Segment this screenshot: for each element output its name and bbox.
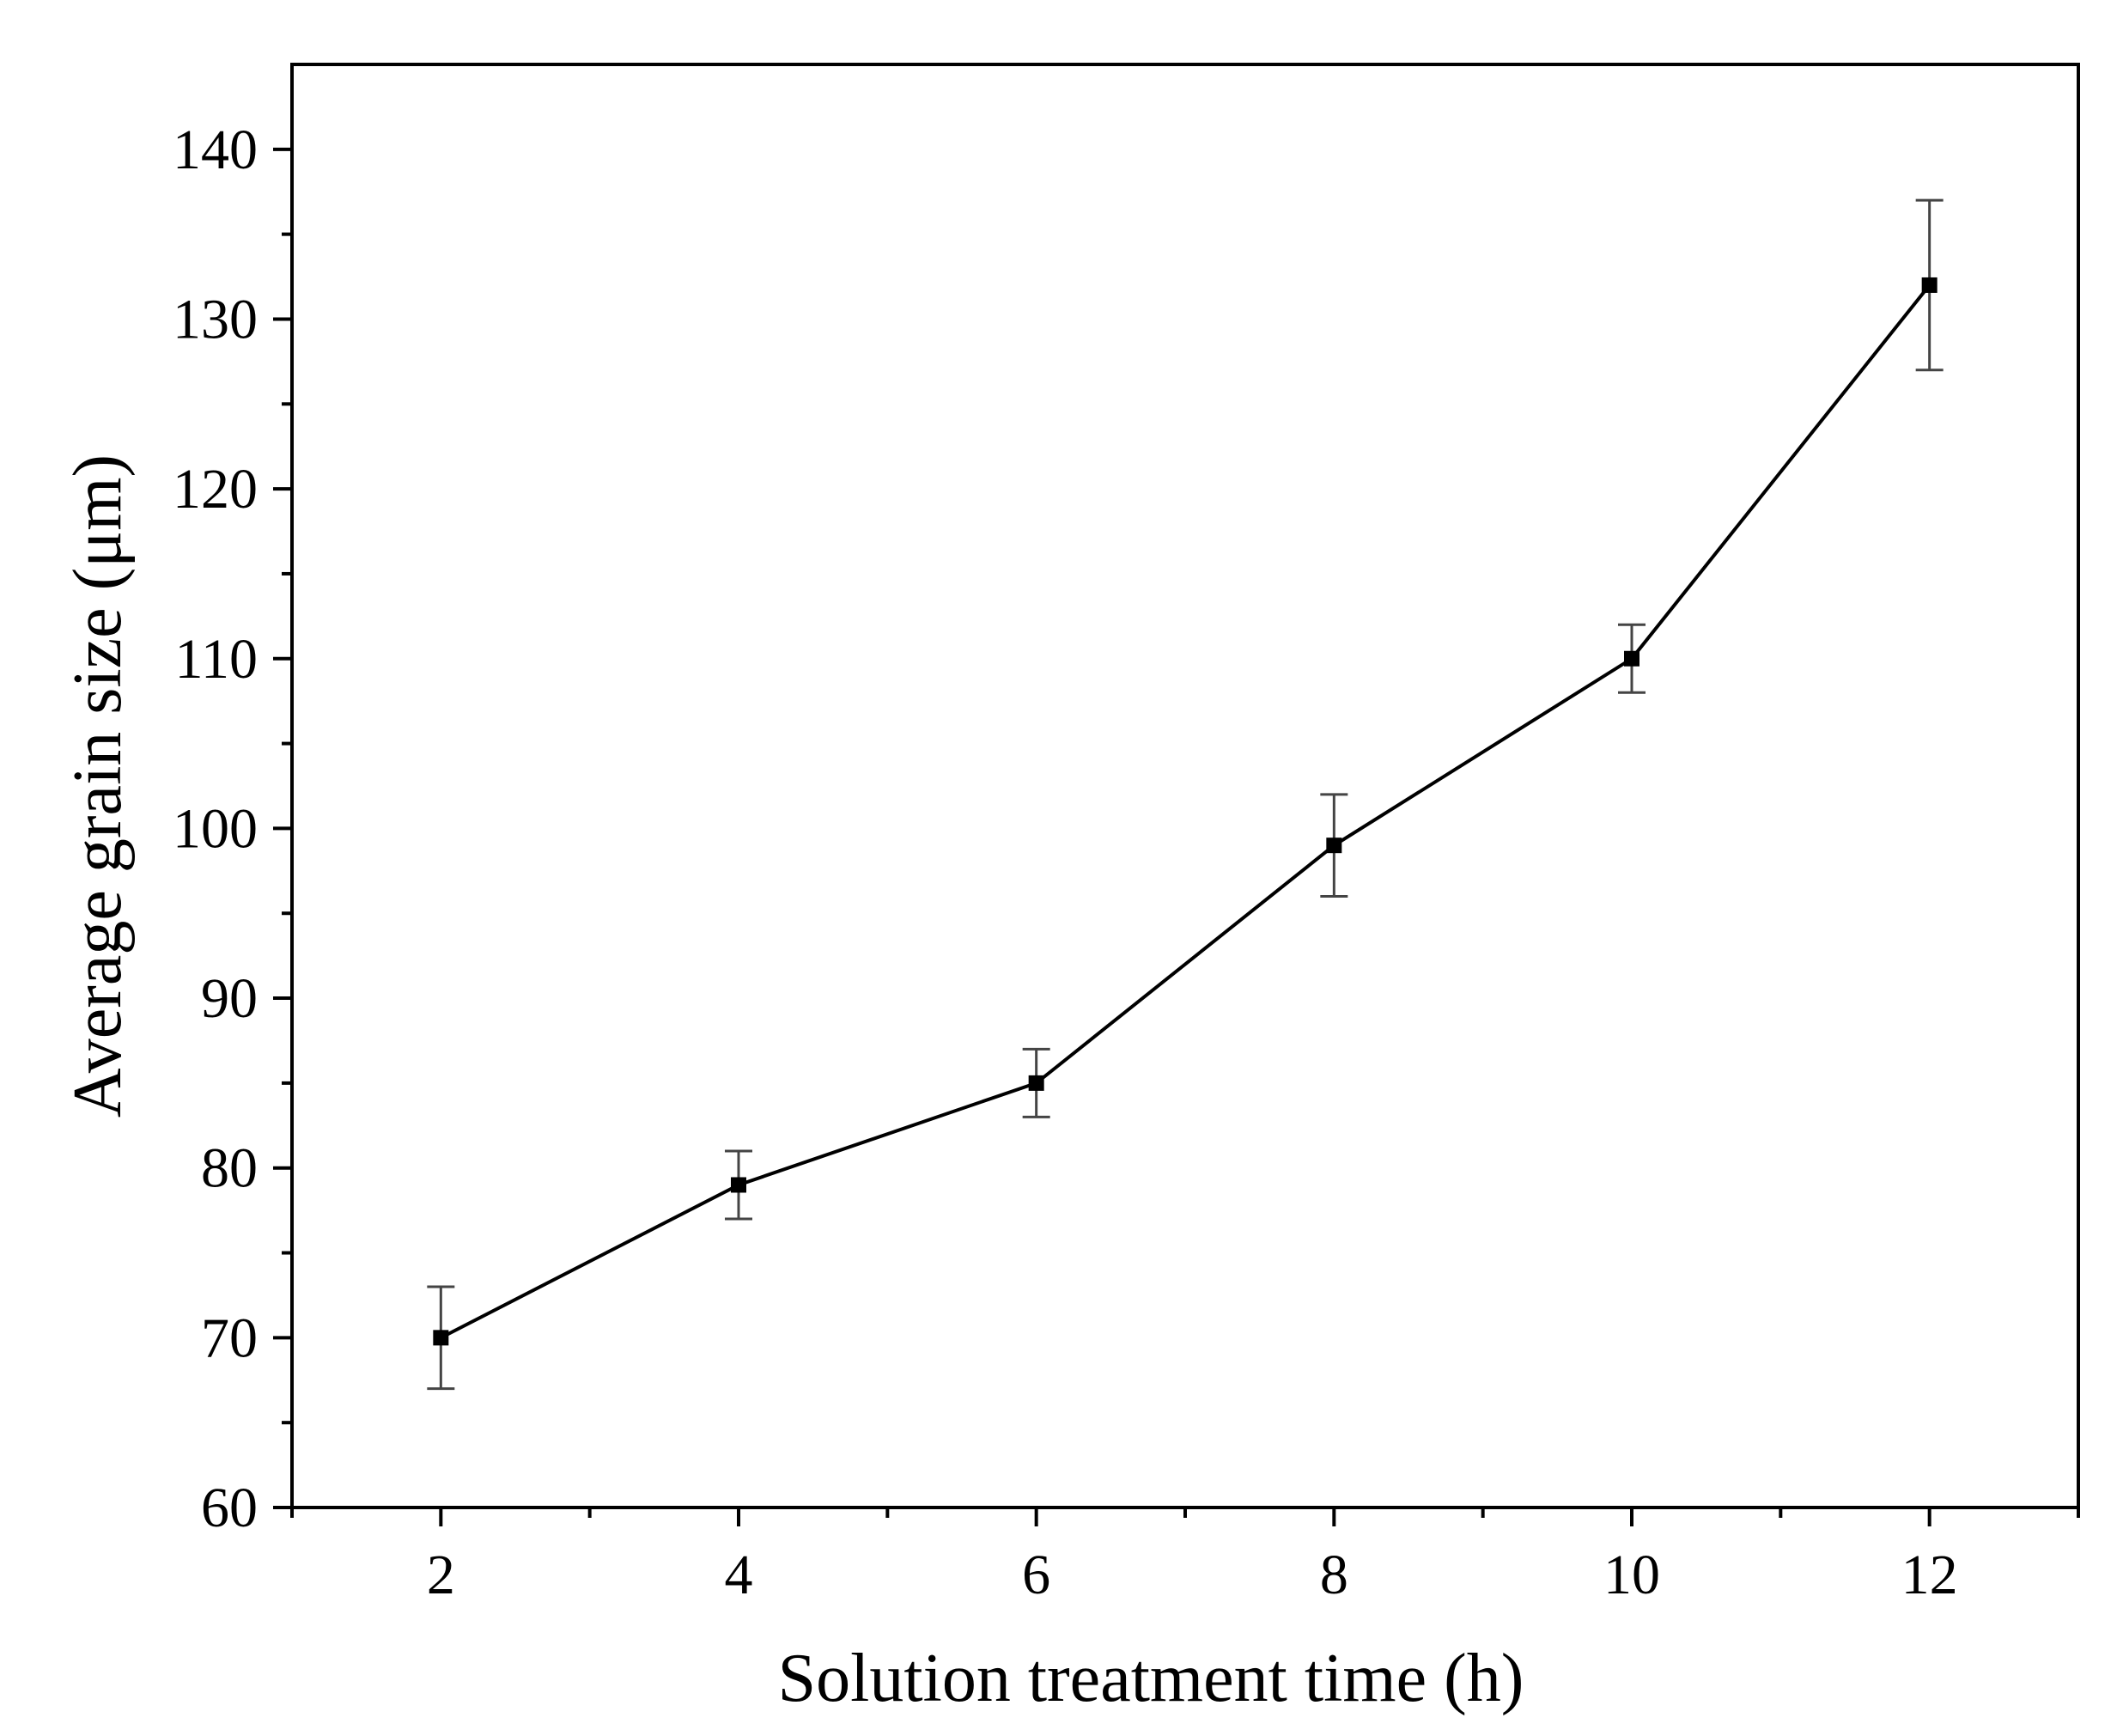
x-tick-label-6: 6 xyxy=(1022,1544,1050,1606)
axis-ticks xyxy=(273,147,2080,1526)
x-tick-label-8: 8 xyxy=(1320,1544,1348,1606)
y-tick-label-110: 110 xyxy=(174,628,258,691)
y-axis-title: Average grain size (μm) xyxy=(60,454,136,1118)
y-tick-label-80: 80 xyxy=(201,1137,258,1200)
data-point-2 xyxy=(433,1330,449,1346)
y-tick-label-70: 70 xyxy=(201,1307,258,1369)
plot-frame xyxy=(290,63,2080,1509)
series-line xyxy=(440,283,1931,1340)
data-point-10 xyxy=(1624,650,1639,667)
x-axis-title: Solution treatment time (h) xyxy=(778,1641,1524,1716)
tick-labels: 2 4 6 8 10 12 60 70 80 90 100 110 120 130 140 xyxy=(173,119,1958,1606)
y-tick-label-120: 120 xyxy=(173,458,258,521)
x-tick-label-2: 2 xyxy=(427,1544,455,1606)
data-point-8 xyxy=(1326,838,1342,854)
x-tick-label-12: 12 xyxy=(1901,1544,1958,1606)
y-tick-label-90: 90 xyxy=(201,967,258,1030)
y-tick-label-100: 100 xyxy=(173,797,258,860)
data-point-6 xyxy=(1028,1075,1044,1091)
data-point-12 xyxy=(1921,277,1938,293)
error-bars xyxy=(427,198,1944,1391)
x-tick-label-4: 4 xyxy=(725,1544,753,1606)
x-tick-label-10: 10 xyxy=(1603,1544,1660,1606)
y-tick-label-130: 130 xyxy=(173,288,258,350)
y-tick-label-60: 60 xyxy=(201,1477,258,1539)
data-markers xyxy=(433,277,1938,1346)
data-point-4 xyxy=(731,1177,746,1193)
y-tick-label-140: 140 xyxy=(173,119,258,181)
